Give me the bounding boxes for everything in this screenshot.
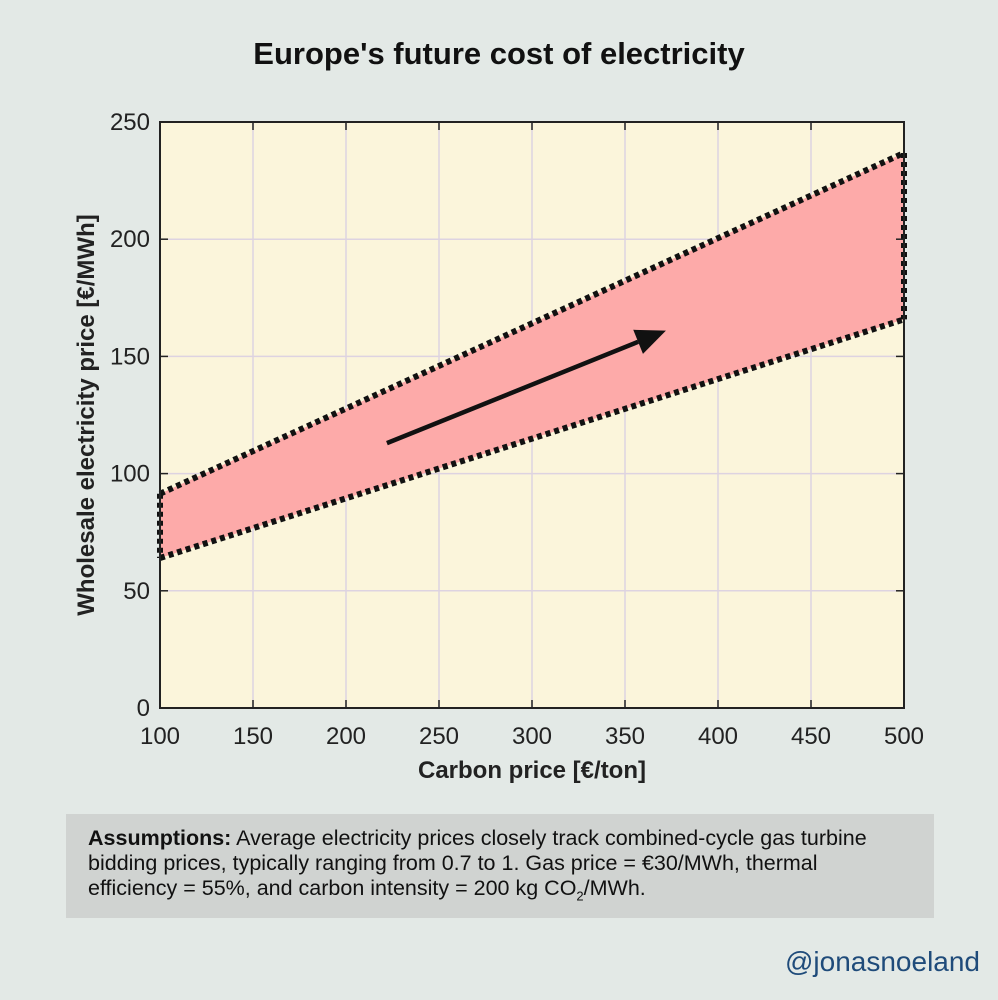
- grid: [159, 121, 905, 709]
- x-tick-label: 200: [326, 723, 366, 750]
- x-tick-labels: 100 150 200 250 300 350 400 450 500: [140, 723, 924, 750]
- band-upper-line: [158, 150, 906, 497]
- chart-title: Europe's future cost of electricity: [253, 36, 745, 71]
- x-tick-label: 300: [512, 723, 552, 750]
- author-handle: @jonasnoeland: [784, 946, 980, 977]
- arrow-head: [633, 329, 666, 354]
- y-tick-label: 250: [110, 109, 150, 136]
- assumptions-box: Assumptions: Average electricity prices …: [66, 814, 934, 918]
- x-tick-label: 350: [605, 723, 645, 750]
- y-axis-label: Wholesale electricity price [€/MWh]: [73, 214, 100, 615]
- x-axis-label: Carbon price [€/ton]: [418, 757, 646, 784]
- y-tick-label: 50: [123, 578, 150, 605]
- x-tick-label: 450: [791, 723, 831, 750]
- assumptions-subscript: 2: [576, 888, 584, 904]
- assumptions-text: Average electricity prices closely track…: [88, 826, 867, 900]
- y-tick-label: 200: [110, 226, 150, 253]
- y-tick-labels: 0 50 100 150 200 250: [110, 109, 150, 722]
- band-lower-line: [159, 316, 905, 561]
- x-tick-label: 100: [140, 723, 180, 750]
- axis-ticks: [159, 121, 905, 709]
- y-tick-label: 100: [110, 461, 150, 488]
- y-tick-label: 0: [137, 695, 150, 722]
- band-fill: [160, 152, 904, 558]
- x-tick-label: 150: [233, 723, 273, 750]
- arrow-shaft: [386, 339, 639, 446]
- y-tick-label: 150: [110, 343, 150, 370]
- x-tick-label: 250: [419, 723, 459, 750]
- trend-arrow: [386, 329, 666, 446]
- x-tick-label: 500: [884, 723, 924, 750]
- assumptions-heading: Assumptions:: [88, 826, 232, 850]
- x-tick-label: 400: [698, 723, 738, 750]
- assumptions-text-end: /MWh.: [583, 876, 646, 900]
